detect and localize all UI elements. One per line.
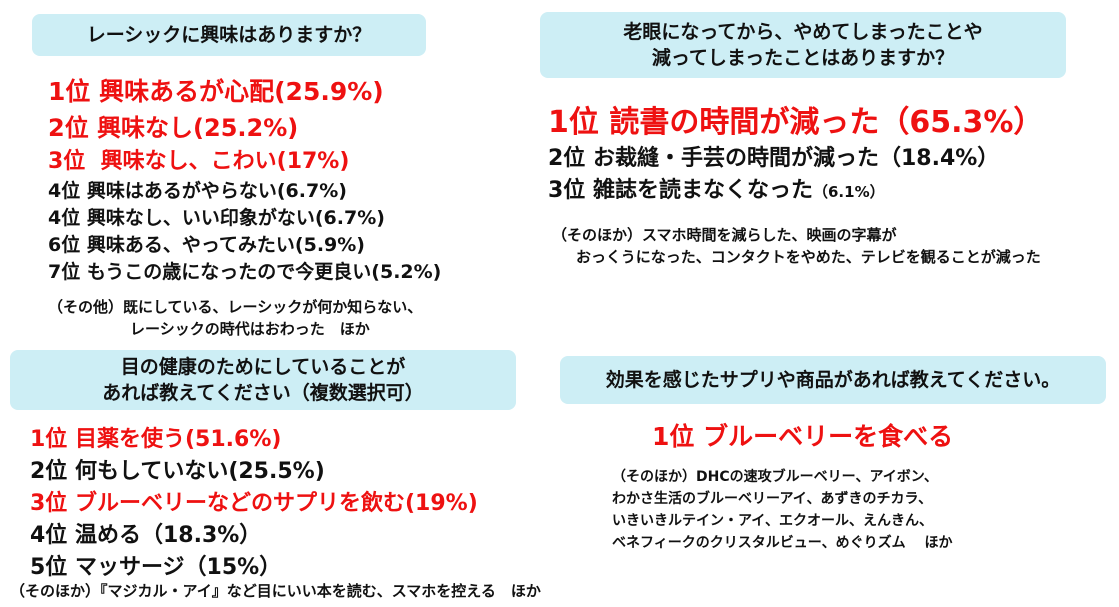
q2-other: （そのほか）スマホ時間を減らした、映画の字幕が おっくうになった、コンタクトをや… [552, 226, 1041, 266]
q2-title-box: 老眼になってから、やめてしまったことや 減ってしまったことはありますか？ [540, 12, 1066, 78]
q4-title-box: 効果を感じたサプリや商品があれば教えてください。 [560, 356, 1106, 404]
q2-title-line-1: 老眼になってから、やめてしまったことや [623, 21, 983, 43]
q3-title-line-2: あれば教えてください（複数選択可） [102, 382, 424, 404]
q1-rank-4a: 4位 興味はあるがやらない(6.7%) [48, 180, 347, 202]
q4-rank-1: 1位 ブルーベリーを食べる [652, 422, 954, 451]
q3-title-box: 目の健康のためにしていることが あれば教えてください（複数選択可） [10, 350, 516, 410]
q2-title-line-2: 減ってしまったことはありますか？ [651, 47, 955, 69]
q3-title-line-1: 目の健康のためにしていることが [120, 356, 406, 378]
q1-rank-2: 2位 興味なし(25.2%) [48, 114, 299, 142]
q1-rank-3: 3位 興味なし、こわい(17%) [48, 149, 350, 174]
q3-rank-2: 2位 何もしていない(25.5%) [30, 459, 325, 484]
q2-rank-2: 2位 お裁縫・手芸の時間が減った（18.4%） [548, 146, 1000, 171]
q3-rank-3: 3位 ブルーベリーなどのサプリを飲む(19%) [30, 491, 478, 516]
q3-rank-1: 1位 目薬を使う(51.6%) [30, 427, 282, 452]
q1-other: （その他）既にしている、レーシックが何か知らない、 レーシックの時代はおわった … [48, 298, 423, 338]
q1-rank-7: 7位 もうこの歳になったので今更良い(5.2%) [48, 261, 442, 283]
q1-title: レーシックに興味はありますか？ [86, 24, 372, 46]
q4-title: 効果を感じたサプリや商品があれば教えてください。 [605, 369, 1061, 391]
q1-rank-1: 1位 興味あるが心配(25.9%) [48, 77, 384, 106]
q3-rank-4: 4位 温める（18.3%） [30, 523, 262, 548]
q1-rank-6: 6位 興味ある、やってみたい(5.9%) [48, 234, 365, 256]
q4-other: （そのほか）DHCの速攻ブルーベリー、アイボン、 わかさ生活のブルーベリーアイ、… [612, 469, 953, 551]
q2-rank-3: 3位 雑誌を読まなくなった（6.1%） [548, 178, 885, 203]
q1-rank-4b: 4位 興味なし、いい印象がない(6.7%) [48, 207, 385, 229]
q3-other: （そのほか）『マジカル・アイ』など目にいい本を読む、スマホを控える ほか [10, 582, 541, 600]
q3-rank-5: 5位 マッサージ（15%） [30, 555, 282, 580]
q2-rank-1: 1位 読書の時間が減った（65.3%） [548, 105, 1044, 140]
q1-title-box: レーシックに興味はありますか？ [32, 14, 426, 56]
